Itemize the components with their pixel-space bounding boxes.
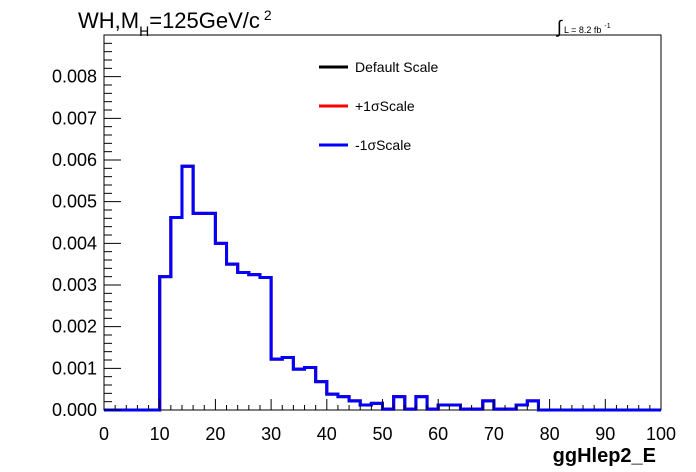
- legend-label-2: -1σScale: [355, 137, 411, 153]
- y-tick-label: 0.003: [52, 275, 97, 295]
- x-tick-label: 20: [205, 424, 225, 444]
- y-tick-labels: 0.000 0.001 0.002 0.003 0.004 0.005 0.006 0.007…: [52, 67, 97, 420]
- y-tick-label: 0.007: [52, 108, 97, 128]
- x-tick-labels: 0 10 20 30 40 50 60 70 80 90 100: [99, 424, 676, 444]
- series-layer: [104, 164, 661, 412]
- axis-ticks: [103, 34, 662, 411]
- legend-label-0: Default Scale: [355, 59, 438, 75]
- x-axis-label: ggHlep2_E: [553, 445, 656, 467]
- x-tick-label: 10: [150, 424, 170, 444]
- luminosity-label: ∫ L = 8.2 fb -1: [555, 17, 611, 37]
- y-tick-label: 0.008: [52, 67, 97, 87]
- x-tick-label: 30: [261, 424, 281, 444]
- y-tick-label: 0.001: [52, 358, 97, 378]
- x-tick-label: 70: [484, 424, 504, 444]
- series-line-2: [104, 164, 661, 412]
- legend: Default Scale +1σScale -1σScale: [319, 59, 438, 153]
- y-tick-label: 0.002: [52, 317, 97, 337]
- chart-title: WH,MH=125GeV/c 2: [78, 7, 272, 39]
- x-tick-label: 60: [428, 424, 448, 444]
- x-tick-label: 0: [99, 424, 109, 444]
- x-tick-label: 50: [372, 424, 392, 444]
- y-tick-label: 0.005: [52, 192, 97, 212]
- legend-label-1: +1σScale: [355, 98, 415, 114]
- y-tick-label: 0.000: [52, 400, 97, 420]
- y-tick-label: 0.004: [52, 233, 97, 253]
- y-tick-label: 0.006: [52, 150, 97, 170]
- x-tick-label: 90: [595, 424, 615, 444]
- x-tick-label: 40: [317, 424, 337, 444]
- x-tick-label: 80: [540, 424, 560, 444]
- x-tick-label: 100: [646, 424, 676, 444]
